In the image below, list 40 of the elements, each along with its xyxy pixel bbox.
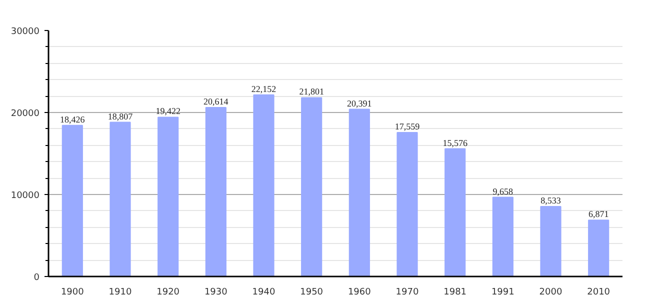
y-tick-label: 0 bbox=[34, 273, 40, 283]
bar bbox=[158, 116, 179, 276]
bar bbox=[110, 122, 131, 276]
data-label: 20,614 bbox=[204, 96, 229, 106]
data-label: 8,533 bbox=[540, 196, 562, 206]
y-tick-label: 10000 bbox=[10, 191, 40, 201]
bar bbox=[540, 206, 562, 276]
x-tick-label: 1910 bbox=[108, 288, 132, 298]
bar bbox=[492, 196, 514, 276]
x-tick-label: 1940 bbox=[252, 288, 276, 298]
x-tick-label: 1981 bbox=[444, 288, 467, 298]
bar bbox=[301, 97, 322, 276]
bar bbox=[205, 106, 226, 276]
data-label: 6,871 bbox=[588, 209, 609, 220]
y-tick-label: 20000 bbox=[10, 109, 40, 119]
x-tick-label: 1960 bbox=[348, 288, 372, 298]
data-label: 19,422 bbox=[156, 106, 180, 116]
x-tick-label: 2000 bbox=[539, 288, 562, 298]
bar bbox=[444, 148, 466, 276]
data-label: 17,559 bbox=[394, 122, 420, 132]
bar bbox=[588, 220, 610, 276]
x-tick-label: 1930 bbox=[204, 288, 228, 298]
data-label: 15,576 bbox=[442, 138, 468, 148]
x-tick-label: 1950 bbox=[300, 288, 324, 298]
bar bbox=[253, 94, 274, 276]
x-tick-label: 1900 bbox=[60, 288, 84, 298]
data-label: 9,658 bbox=[492, 186, 514, 196]
data-label: 22,152 bbox=[251, 84, 276, 94]
bar bbox=[396, 132, 418, 276]
data-label: 18,426 bbox=[60, 114, 86, 124]
data-label: 20,391 bbox=[347, 98, 372, 108]
y-tick-label: 30000 bbox=[10, 27, 40, 37]
x-tick-label: 2010 bbox=[587, 288, 610, 298]
x-tick-label: 1991 bbox=[491, 288, 514, 298]
bar bbox=[348, 108, 370, 276]
x-tick-label: 1970 bbox=[396, 288, 419, 298]
data-label: 21,801 bbox=[299, 86, 324, 97]
x-tick-label: 1920 bbox=[156, 288, 180, 298]
bar bbox=[62, 124, 83, 276]
data-label: 18,807 bbox=[108, 111, 134, 122]
